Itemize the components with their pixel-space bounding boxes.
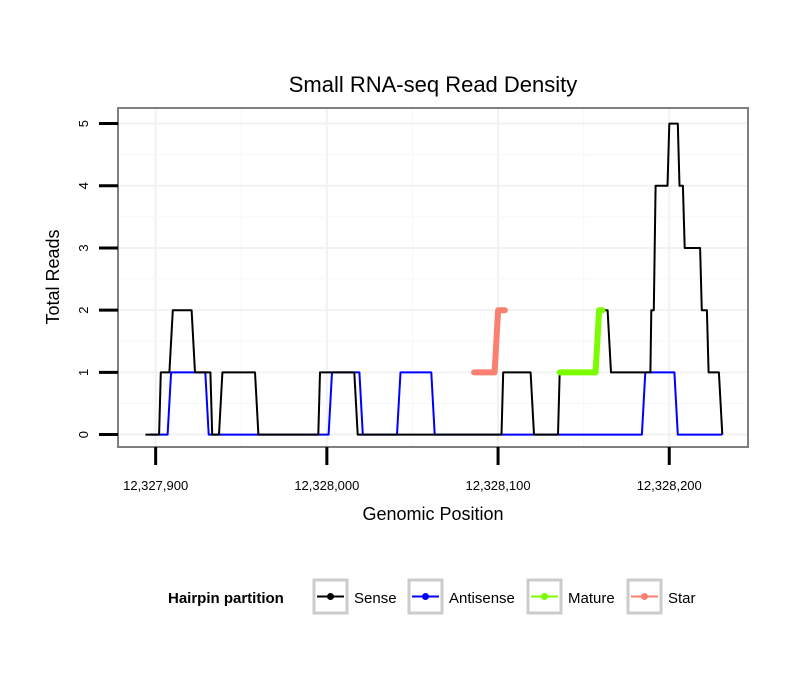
y-tick-label-0: 0 bbox=[76, 431, 91, 438]
legend-key-dot-star bbox=[641, 593, 648, 600]
y-tick-label-1: 1 bbox=[76, 369, 91, 376]
y-tick-label-2: 2 bbox=[76, 307, 91, 314]
y-tick-label-5: 5 bbox=[76, 120, 91, 127]
x-tick-label-2: 12,328,100 bbox=[466, 478, 531, 493]
legend-key-dot-antisense bbox=[422, 593, 429, 600]
legend-title: Hairpin partition bbox=[168, 590, 284, 607]
legend-item-mature: Mature bbox=[526, 578, 615, 615]
series-layer bbox=[145, 122, 724, 436]
chart-title: Small RNA-seq Read Density bbox=[289, 72, 578, 97]
legend-label-sense: Sense bbox=[354, 590, 397, 607]
series-line-mature bbox=[556, 307, 606, 376]
y-tick-label-3: 3 bbox=[76, 244, 91, 251]
legend-item-star: Star bbox=[626, 578, 696, 615]
legend-item-antisense: Antisense bbox=[407, 578, 515, 615]
series-line-star bbox=[471, 307, 508, 376]
legend-item-sense: Sense bbox=[312, 578, 397, 615]
x-tick-label-1: 12,328,000 bbox=[294, 478, 359, 493]
legend-label-antisense: Antisense bbox=[449, 590, 515, 607]
legend-key-dot-mature bbox=[541, 593, 548, 600]
y-axis: 0 1 2 3 4 5 bbox=[76, 120, 118, 438]
x-axis: 12,327,900 12,328,000 12,328,100 12,328,200 bbox=[118, 446, 748, 493]
y-axis-title: Total Reads bbox=[43, 229, 63, 324]
x-axis-title: Genomic Position bbox=[362, 504, 503, 524]
legend-label-mature: Mature bbox=[568, 590, 615, 607]
y-tick-label-4: 4 bbox=[76, 182, 91, 189]
x-tick-label-0: 12,327,900 bbox=[123, 478, 188, 493]
legend-key-dot-sense bbox=[327, 593, 334, 600]
x-tick-label-3: 12,328,200 bbox=[637, 478, 702, 493]
plot-panel bbox=[117, 107, 749, 448]
legend-label-star: Star bbox=[668, 590, 696, 607]
legend: Hairpin partition Sense Antisense Mature St… bbox=[168, 578, 696, 615]
